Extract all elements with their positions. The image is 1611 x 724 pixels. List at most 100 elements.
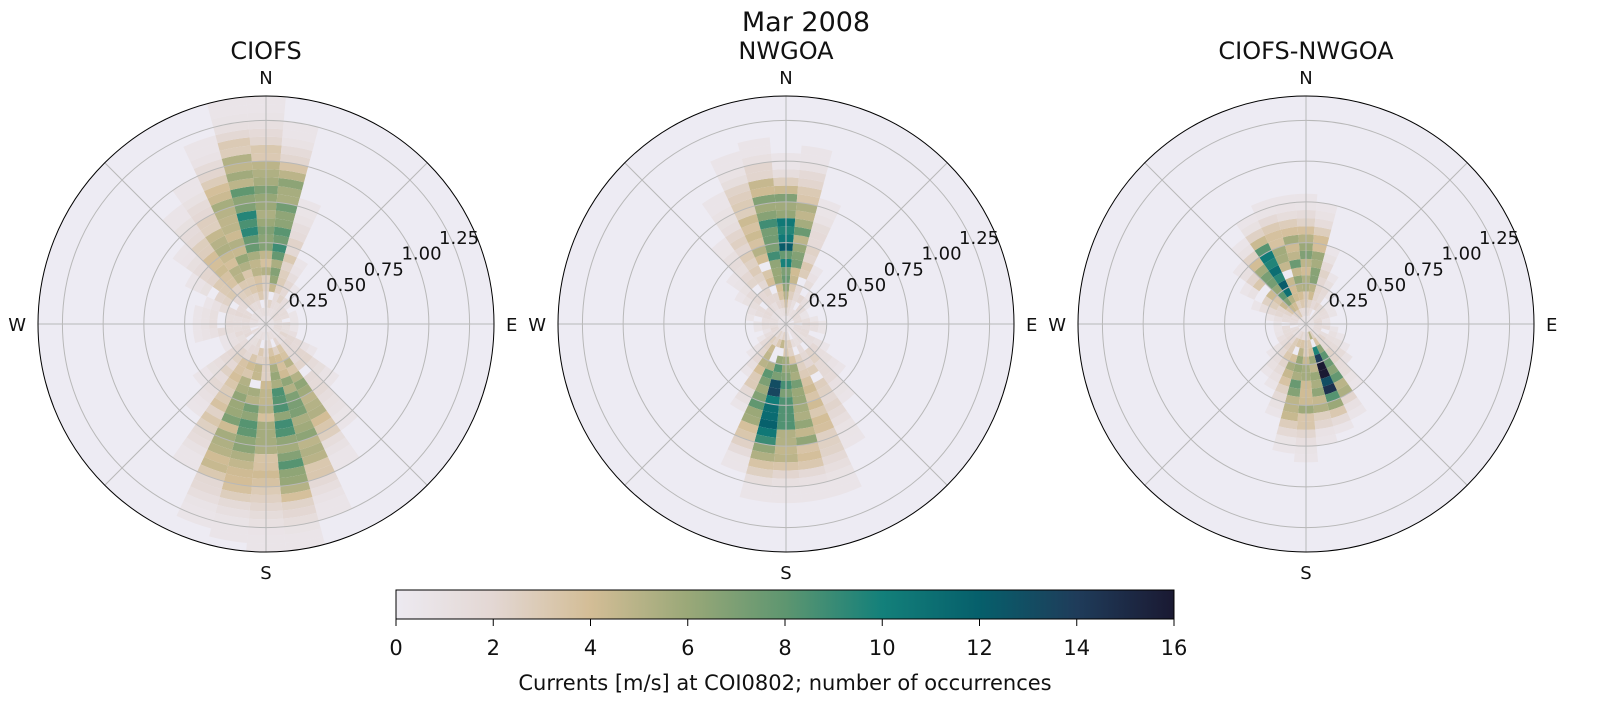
rose-cell xyxy=(754,202,777,214)
rose-cell xyxy=(772,328,781,336)
rose-cell xyxy=(242,297,252,307)
rose-cell xyxy=(1310,329,1318,338)
rose-cell xyxy=(771,337,780,347)
rose-cell xyxy=(1268,237,1285,251)
rose-cell xyxy=(186,198,211,218)
rose-cell xyxy=(212,356,226,371)
rose-cell xyxy=(1301,331,1306,341)
rose-cell xyxy=(1289,259,1302,269)
rose-cell xyxy=(272,327,281,334)
rose-cell xyxy=(255,300,262,310)
rose-cell xyxy=(317,366,333,382)
rose-cell xyxy=(208,257,224,273)
rose-cell xyxy=(1231,237,1250,255)
rose-cell xyxy=(273,326,282,331)
rose-cell xyxy=(308,375,324,391)
rose-cell xyxy=(770,326,779,331)
rose-cell xyxy=(1315,335,1324,345)
rose-cell xyxy=(183,493,218,513)
rose-cell xyxy=(196,387,215,405)
rose-cell xyxy=(336,410,359,431)
rose-cell xyxy=(775,283,784,293)
rose-cell xyxy=(193,471,224,490)
rose-cells xyxy=(162,96,360,552)
colorbar-tick-label: 10 xyxy=(869,636,896,660)
rose-cell xyxy=(729,235,749,251)
rose-cell xyxy=(1316,360,1327,372)
rose-cell xyxy=(798,177,824,191)
polar-panel-ciofs-nwgoa: 0.250.500.751.001.25 N E S W CIOFS-NWGOA xyxy=(1048,37,1557,584)
rose-cell xyxy=(1263,257,1279,271)
rose-cell xyxy=(729,397,749,413)
colorbar-tick-label: 8 xyxy=(778,636,791,660)
rose-cell xyxy=(185,254,203,273)
rose-cell xyxy=(228,457,254,471)
rose-cell xyxy=(1245,228,1265,244)
rose-cell xyxy=(275,434,298,446)
rose-cell xyxy=(786,315,789,324)
rose-cell xyxy=(185,398,206,418)
rose-cell xyxy=(1311,386,1325,398)
rose-cell xyxy=(1326,305,1336,314)
rose-cell xyxy=(764,394,780,406)
rose-cell xyxy=(837,424,861,443)
rose-cell xyxy=(790,259,803,269)
rose-cell xyxy=(753,364,766,376)
rose-cell xyxy=(1290,317,1299,322)
rose-cell xyxy=(800,261,814,273)
rose-cell xyxy=(1313,234,1330,246)
rose-cell xyxy=(235,253,250,265)
rose-cell xyxy=(251,267,262,277)
rose-cell xyxy=(1320,261,1334,273)
rose-cell xyxy=(273,317,282,322)
direction-label: W xyxy=(8,315,26,336)
rose-cell xyxy=(756,210,777,222)
rose-cell xyxy=(281,325,291,331)
radial-tick-label: 1.25 xyxy=(1479,228,1519,249)
rose-cell xyxy=(815,427,838,442)
rose-cell xyxy=(276,294,285,304)
rose-cell xyxy=(769,324,779,329)
rose-cell xyxy=(756,334,766,343)
rose-cell xyxy=(1316,276,1327,288)
rose-cell xyxy=(768,303,777,313)
rose-cell xyxy=(761,368,774,380)
rose-cell xyxy=(788,283,797,293)
rose-cell xyxy=(716,243,735,261)
colorbar-gradient xyxy=(395,589,1175,620)
rose-cell xyxy=(250,317,259,322)
rose-cell xyxy=(737,213,759,229)
rose-cell xyxy=(191,205,215,224)
rose-cell xyxy=(1280,226,1299,238)
rose-cell xyxy=(277,449,302,462)
rose-cell xyxy=(762,402,779,414)
rose-cell xyxy=(274,284,284,295)
rose-cell xyxy=(221,153,252,167)
rose-cell xyxy=(1299,299,1305,309)
rose-cell xyxy=(236,334,246,343)
rose-cell xyxy=(1282,350,1293,361)
rose-cell xyxy=(1326,334,1336,343)
rose-cell xyxy=(242,313,252,320)
rose-cell xyxy=(257,321,266,324)
rose-cell xyxy=(745,169,774,183)
rose-cell xyxy=(214,390,232,406)
rose-cell xyxy=(758,218,778,230)
rose-cell xyxy=(762,328,772,335)
colorbar: 0 2 4 6 8 10 12 14 16 Currents [m/s] at COI0802; … xyxy=(389,589,1187,695)
rose-cell xyxy=(1308,283,1317,293)
rose-cell xyxy=(1278,418,1298,430)
rose-cell xyxy=(751,390,768,403)
rose-cell xyxy=(312,486,346,505)
rose-cell xyxy=(217,497,251,511)
rose-cell xyxy=(312,381,330,398)
rose-cell xyxy=(756,426,777,438)
rose-cell xyxy=(750,186,775,199)
rose-cell xyxy=(795,210,816,222)
rose-cell xyxy=(278,465,307,479)
rose-cell xyxy=(791,386,805,398)
rose-cell xyxy=(1306,324,1314,328)
rose-cell xyxy=(1312,301,1321,311)
rose-cell xyxy=(762,234,779,246)
polar-border xyxy=(1077,95,1535,553)
